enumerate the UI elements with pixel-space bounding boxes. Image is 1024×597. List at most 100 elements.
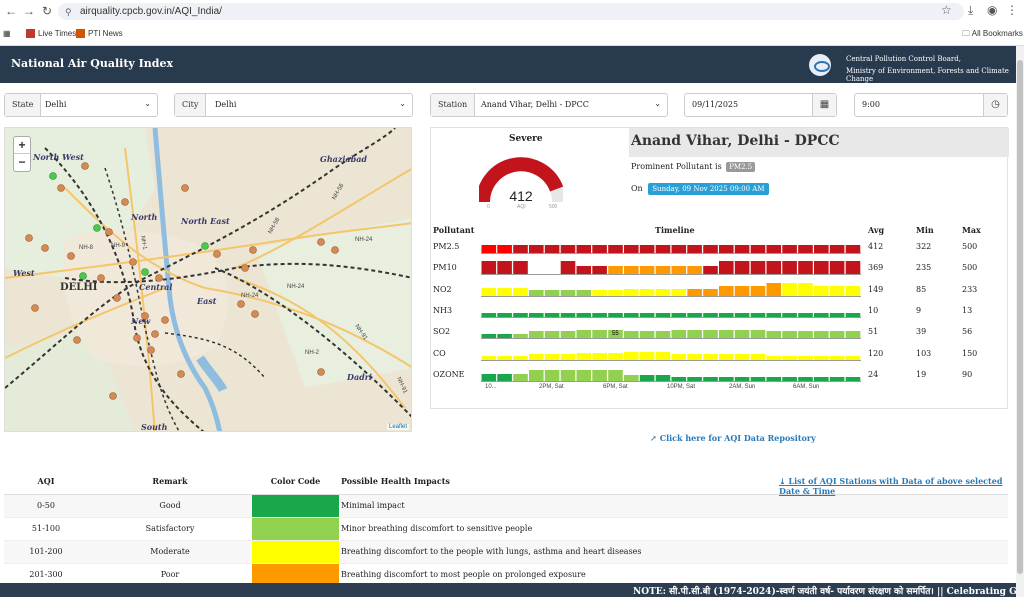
timeline-bar[interactable]	[513, 288, 528, 296]
timeline-bar[interactable]	[513, 245, 528, 253]
timeline-bar[interactable]	[750, 330, 766, 338]
timeline-bar[interactable]	[639, 375, 655, 381]
pollutant-timeline[interactable]	[481, 238, 861, 254]
timeline-bar[interactable]	[814, 377, 829, 381]
timeline-bar[interactable]	[782, 313, 797, 317]
timeline-bar[interactable]	[481, 288, 497, 296]
timeline-bar[interactable]	[719, 377, 734, 381]
timeline-bar[interactable]	[703, 377, 718, 381]
timeline-bar[interactable]	[703, 245, 718, 253]
timeline-bar[interactable]	[544, 354, 560, 360]
timeline-bar[interactable]	[750, 261, 766, 274]
timeline-bar[interactable]	[687, 354, 702, 360]
timeline-bar[interactable]	[592, 370, 607, 381]
timeline-bar[interactable]	[703, 313, 718, 317]
timeline-bar[interactable]	[798, 245, 813, 253]
timeline-bar[interactable]	[655, 375, 671, 381]
timeline-bar[interactable]	[814, 331, 829, 338]
timeline-bar[interactable]	[529, 290, 544, 296]
timeline-bar[interactable]	[513, 313, 528, 317]
timeline-bar[interactable]	[829, 331, 845, 338]
timeline-bar[interactable]	[671, 377, 687, 381]
timeline-bar[interactable]	[529, 245, 544, 253]
timeline-bar[interactable]	[687, 266, 702, 274]
timeline-bar[interactable]	[829, 261, 845, 274]
timeline-bar[interactable]	[513, 374, 528, 381]
pollutant-timeline[interactable]	[481, 302, 861, 318]
timeline-bar[interactable]	[655, 245, 671, 253]
bookmark-pti-news[interactable]: PTI News	[76, 28, 123, 40]
timeline-bar[interactable]	[513, 356, 528, 360]
timeline-bar[interactable]	[798, 331, 813, 338]
map-canvas[interactable]: North West Ghaziabad North North East We…	[5, 128, 412, 432]
timeline-bar[interactable]	[845, 245, 861, 253]
timeline-bar[interactable]	[608, 353, 623, 360]
timeline-bar[interactable]	[687, 289, 702, 296]
timeline-bar[interactable]	[655, 289, 671, 296]
timeline-bar[interactable]	[671, 354, 687, 360]
timeline-bar[interactable]	[703, 330, 718, 338]
timeline-bar[interactable]	[608, 290, 623, 296]
timeline-bar[interactable]	[576, 370, 592, 381]
timeline-bar[interactable]	[608, 330, 623, 338]
timeline-bar[interactable]	[655, 331, 671, 338]
timeline-bar[interactable]	[481, 313, 497, 317]
timeline-bar[interactable]	[544, 313, 560, 317]
timeline-bar[interactable]	[734, 286, 750, 296]
timeline-bar[interactable]	[766, 261, 782, 274]
timeline-bar[interactable]	[513, 334, 528, 338]
menu-icon[interactable]: ⋮	[1006, 3, 1018, 17]
timeline-bar[interactable]	[798, 313, 813, 317]
timeline-bar[interactable]	[560, 261, 576, 274]
bookmark-live-times[interactable]: Live Times	[26, 28, 76, 40]
timeline-bar[interactable]	[734, 377, 750, 381]
timeline-bar[interactable]	[576, 266, 592, 274]
timeline-bar[interactable]	[639, 266, 655, 274]
timeline-bar[interactable]	[592, 313, 607, 317]
timeline-bar[interactable]	[576, 245, 592, 253]
timeline-bar[interactable]	[529, 354, 544, 360]
back-icon[interactable]: ←	[5, 4, 17, 18]
page-scrollbar[interactable]	[1016, 46, 1024, 597]
timeline-bar[interactable]	[766, 377, 782, 381]
timeline-bar[interactable]	[671, 289, 687, 296]
timeline-bar[interactable]	[529, 331, 544, 338]
timeline-bar[interactable]	[734, 354, 750, 360]
timeline-bar[interactable]	[639, 289, 655, 296]
pollutant-timeline[interactable]	[481, 281, 861, 297]
timeline-bar[interactable]	[624, 289, 639, 296]
timeline-bar[interactable]	[814, 245, 829, 253]
timeline-bar[interactable]	[497, 313, 512, 317]
timeline-bar[interactable]	[750, 286, 766, 296]
apps-icon[interactable]: ▦	[3, 29, 11, 38]
timeline-bar[interactable]	[829, 313, 845, 317]
timeline-bar[interactable]	[829, 356, 845, 360]
timeline-bar[interactable]	[497, 245, 512, 253]
zoom-in-button[interactable]: +	[14, 137, 30, 154]
clock-icon[interactable]: ◷	[983, 94, 1007, 116]
timeline-bar[interactable]	[608, 266, 623, 274]
zoom-out-button[interactable]: −	[18, 155, 26, 169]
timeline-bar[interactable]	[608, 245, 623, 253]
timeline-bar[interactable]	[544, 290, 560, 296]
timeline-bar[interactable]	[766, 245, 782, 253]
timeline-bar[interactable]	[639, 313, 655, 317]
timeline-bar[interactable]	[592, 245, 607, 253]
site-info-icon[interactable]: ⚲	[65, 7, 72, 17]
timeline-bar[interactable]	[750, 313, 766, 317]
timeline-bar[interactable]	[719, 261, 734, 274]
calendar-icon[interactable]: ▦	[812, 94, 836, 116]
timeline-bar[interactable]	[687, 313, 702, 317]
timeline-bar[interactable]	[481, 245, 497, 253]
download-icon[interactable]: ⤓	[968, 3, 974, 17]
profile-icon[interactable]: ◉	[987, 3, 998, 17]
timeline-bar[interactable]	[529, 313, 544, 317]
city-select[interactable]: City Delhi ⌄	[174, 93, 413, 117]
timeline-bar[interactable]	[766, 283, 782, 296]
timeline-bar[interactable]	[687, 330, 702, 338]
timeline-bar[interactable]	[608, 370, 623, 381]
all-bookmarks[interactable]: 🗀 All Bookmarks	[962, 28, 1023, 40]
timeline-bar[interactable]	[798, 377, 813, 381]
timeline-bar[interactable]	[719, 330, 734, 338]
timeline-bar[interactable]	[845, 286, 861, 296]
